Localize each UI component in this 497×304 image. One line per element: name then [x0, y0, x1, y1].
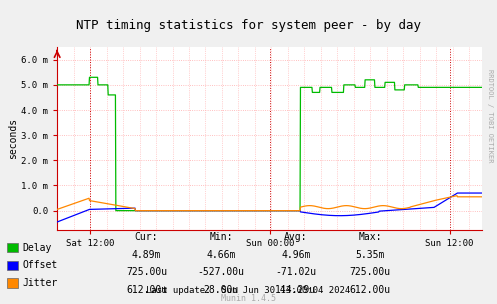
Text: Offset: Offset	[22, 261, 58, 270]
Text: 612.00u: 612.00u	[350, 285, 391, 295]
Text: 144.29u: 144.29u	[275, 285, 316, 295]
Text: Delay: Delay	[22, 243, 52, 253]
Text: 28.00u: 28.00u	[204, 285, 239, 295]
Text: 612.00u: 612.00u	[126, 285, 167, 295]
Text: Min:: Min:	[209, 232, 233, 242]
Text: 4.89m: 4.89m	[132, 250, 162, 260]
Text: -527.00u: -527.00u	[198, 268, 245, 278]
Text: 4.96m: 4.96m	[281, 250, 311, 260]
Text: 725.00u: 725.00u	[350, 268, 391, 278]
Text: Max:: Max:	[358, 232, 382, 242]
Text: 725.00u: 725.00u	[126, 268, 167, 278]
Text: Avg:: Avg:	[284, 232, 308, 242]
Text: Cur:: Cur:	[135, 232, 159, 242]
Text: Last update:  Sun Jun 30 13:00:04 2024: Last update: Sun Jun 30 13:00:04 2024	[147, 286, 350, 295]
Text: NTP timing statistics for system peer - by day: NTP timing statistics for system peer - …	[76, 19, 421, 32]
Text: -71.02u: -71.02u	[275, 268, 316, 278]
Text: Munin 1.4.5: Munin 1.4.5	[221, 294, 276, 303]
Text: Jitter: Jitter	[22, 278, 58, 288]
Text: 5.35m: 5.35m	[355, 250, 385, 260]
Text: RRDTOOL / TOBI OETIKER: RRDTOOL / TOBI OETIKER	[487, 69, 493, 162]
Text: 4.66m: 4.66m	[206, 250, 236, 260]
Y-axis label: seconds: seconds	[8, 118, 18, 159]
